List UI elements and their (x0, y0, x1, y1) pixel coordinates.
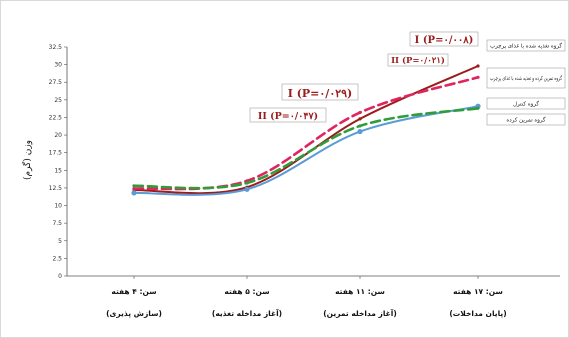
x-ticks: سن: ۴ هفته (سازش پذیری) سن: ۵ هفته (آغاز مد… (106, 276, 507, 318)
data-point-1-3 (476, 75, 480, 79)
y-tick-label: 15 (54, 167, 62, 174)
x-tick-label: سن: ۱۱ هفته (335, 287, 385, 296)
x-tick-sublabel: (پایان مداخلات) (449, 309, 506, 318)
data-point-2-2 (357, 128, 363, 135)
annotation-box-0 (409, 31, 479, 47)
x-tick-sublabel: (سازش پذیری) (106, 309, 162, 318)
data-point-1-2 (358, 110, 362, 115)
y-tick-label: 22.5 (49, 114, 63, 121)
series-lines (131, 64, 481, 196)
x-tick-sublabel: (آغاز مداخله تغذیه) (212, 308, 282, 318)
y-tick-label: 25 (54, 97, 62, 104)
annotation-box-2 (281, 83, 359, 101)
series-line-1 (132, 75, 480, 191)
y-tick-label: 5 (58, 238, 62, 245)
y-tick-label: 17.5 (49, 150, 63, 157)
data-point-1-0 (132, 187, 136, 191)
data-point-0-3 (476, 64, 480, 68)
data-point-2-0 (131, 190, 137, 196)
legend-label-0: گروه تغذیه شده با غذای پرچرب (490, 43, 562, 50)
annotation-box-1 (387, 53, 449, 67)
y-tick-label: 20 (54, 132, 62, 139)
y-tick-label: 0 (58, 273, 62, 280)
y-axis-label: وزن (گرم) (21, 140, 33, 180)
series-line-2 (133, 105, 479, 196)
x-tick-label: سن: ۱۷ هفته (453, 287, 503, 296)
y-tick-label: 12.5 (49, 185, 63, 192)
data-point-2-1 (244, 186, 250, 192)
series-line-3 (132, 107, 480, 190)
y-tick-label: 27.5 (49, 79, 63, 86)
axes (66, 47, 560, 277)
x-tick-label: سن: ۴ هفته (111, 287, 156, 296)
x-tick-sublabel: (آغاز مداخله تمرین) (323, 308, 397, 318)
legend-box-3 (486, 113, 566, 126)
data-point-3-2 (358, 124, 362, 128)
legend-label-2: گروه کنترل (513, 101, 539, 108)
legend-box-2 (486, 97, 566, 110)
y-tick-label: 2.5 (52, 255, 62, 262)
data-point-3-1 (245, 181, 249, 185)
y-tick-label: 32.5 (49, 44, 63, 51)
legend-box-1 (486, 67, 566, 89)
y-tick-label: 30 (54, 62, 62, 69)
data-point-3-3 (476, 106, 480, 110)
y-ticks: 0 2.5 5 7.5 10 12.5 15 17.5 20 22.5 25 27.5 30 32.5 (49, 44, 67, 280)
x-tick-label: سن: ۵ هفته (224, 287, 269, 296)
y-tick-label: 7.5 (52, 220, 62, 227)
legend-label-1: گروه تمرین کرده و تغذیه شده با غذای پرچر… (490, 75, 562, 82)
legend-box-0 (486, 39, 566, 52)
data-point-0-2 (358, 117, 362, 121)
annotation-label-2: I (P=۰/۰۲۹) (288, 87, 353, 100)
annotation-box-3 (249, 107, 327, 123)
annotation-label-1: II (P=۰/۰۲۱) (391, 55, 445, 66)
data-point-3-0 (132, 184, 136, 188)
annotation-label-0: I (P=۰/۰۰۸) (415, 35, 474, 46)
annotations: I (P=۰/۰۰۸) II (P=۰/۰۲۱) I (P=۰/۰۲۹) II (P=… (249, 31, 479, 123)
legend-label-3: گروه تمرین کرده (506, 117, 546, 124)
legend: گروه تغذیه شده با غذای پرچرب گروه تمرین ک… (486, 39, 566, 126)
y-tick-label: 10 (54, 203, 62, 210)
series-line-0 (133, 65, 479, 195)
annotation-label-3: II (P=۰/۰۴۷) (258, 111, 318, 122)
